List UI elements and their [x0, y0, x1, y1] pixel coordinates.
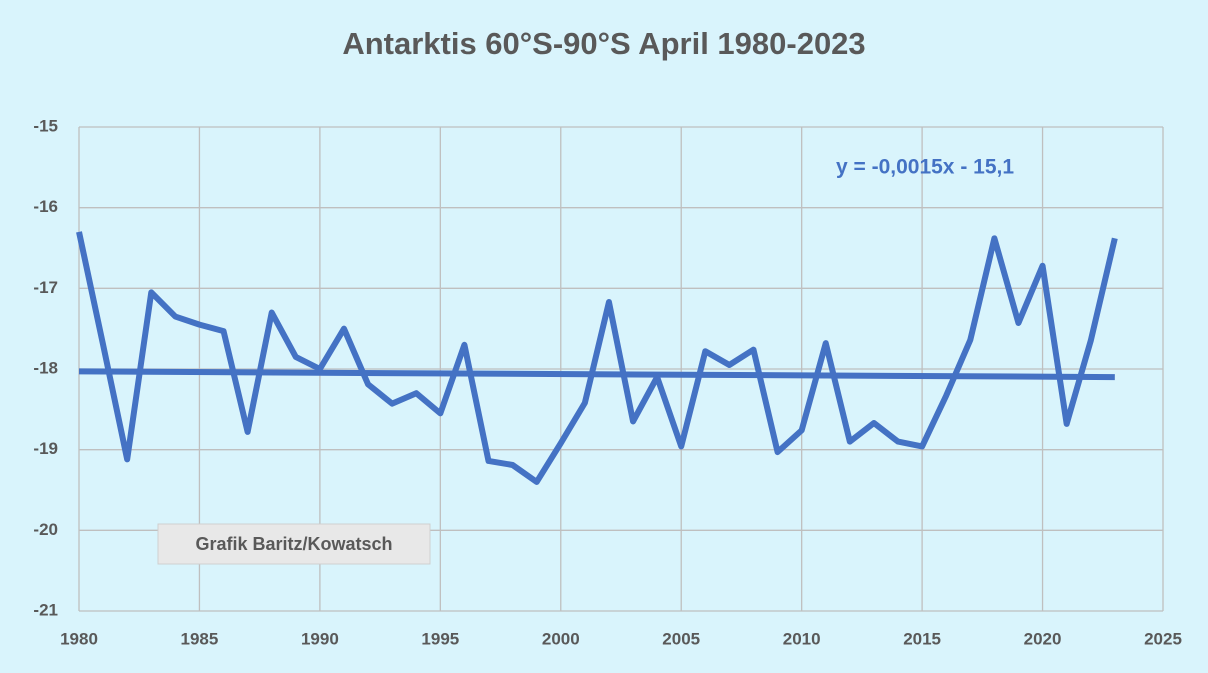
y-tick-label: -17 — [33, 278, 58, 297]
x-tick-label: 1985 — [181, 629, 219, 648]
trend-equation: y = -0,0015x - 15,1 — [836, 156, 1014, 179]
x-tick-label: 2015 — [903, 629, 941, 648]
x-tick-label: 2010 — [783, 629, 821, 648]
x-tick-label: 2000 — [542, 629, 580, 648]
grid — [78, 126, 1164, 612]
x-tick-label: 2005 — [662, 629, 700, 648]
x-tick-label: 2025 — [1144, 629, 1182, 648]
y-tick-label: -19 — [33, 439, 58, 458]
y-tick-label: -15 — [33, 116, 58, 135]
trend-line — [78, 368, 1115, 381]
y-tick-label: -16 — [33, 197, 58, 216]
x-tick-label: 1990 — [301, 629, 339, 648]
x-tick-label: 1995 — [421, 629, 459, 648]
x-tick-label: 2020 — [1024, 629, 1062, 648]
watermark: Grafik Baritz/Kowatsch — [195, 534, 392, 554]
y-tick-label: -20 — [33, 520, 58, 539]
marks — [76, 231, 1118, 485]
watermark-box — [157, 523, 431, 565]
chart-title: Antarktis 60°S-90°S April 1980-2023 — [342, 26, 865, 61]
y-tick-label: -21 — [33, 600, 58, 619]
y-tick-label: -18 — [33, 358, 58, 377]
data-line — [76, 231, 1118, 485]
x-tick-label: 1980 — [60, 629, 98, 648]
